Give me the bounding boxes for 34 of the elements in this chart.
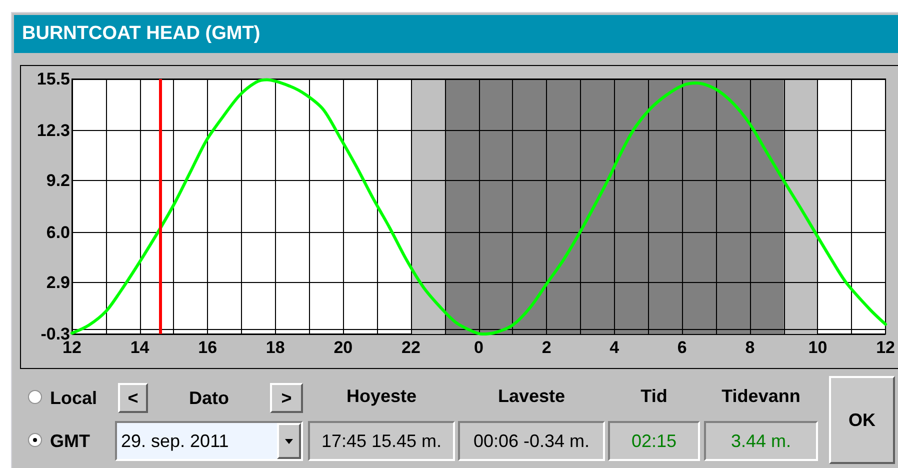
- y-tick-label: 2.9: [46, 272, 70, 292]
- chart-title: BURNTCOAT HEAD (GMT): [22, 23, 260, 45]
- x-tick-label: 20: [334, 338, 353, 357]
- y-tick-label: 6.0: [46, 222, 70, 242]
- x-tick-label: 4: [610, 338, 620, 357]
- text: Dato: [189, 388, 229, 408]
- y-tick-label: 12.3: [36, 121, 70, 140]
- x-tick-label: 8: [745, 338, 755, 357]
- previous-button: <: [118, 383, 148, 413]
- text-field: 17:45 15.45 m.: [308, 421, 455, 461]
- x-tick-label: 18: [266, 338, 285, 357]
- date-dropdown: 29. sep. 2011: [115, 421, 303, 461]
- text: Hoyeste: [346, 386, 417, 406]
- line-series: [70, 78, 888, 336]
- y-tick-label: 9.2: [46, 171, 70, 190]
- text: Tid: [640, 386, 668, 406]
- ok-button: OK: [829, 376, 895, 464]
- x-tick-label: 16: [198, 338, 218, 357]
- x-tick-label: 14: [130, 338, 150, 357]
- text: Local: [50, 388, 98, 408]
- x-tick-label: 12: [876, 338, 896, 357]
- x-tick-label: 2: [542, 338, 552, 357]
- text-field: 00:06 -0.34 m.: [458, 421, 605, 461]
- text: Tidevann: [722, 386, 800, 406]
- next-button: >: [270, 383, 303, 413]
- text: GMT: [50, 430, 90, 452]
- text-field: 02:15: [608, 421, 700, 461]
- y-tick-label: 15.5: [36, 70, 70, 88]
- x-tick-label: 6: [677, 338, 687, 357]
- text: Laveste: [498, 386, 566, 406]
- x-tick-label: 0: [474, 338, 484, 357]
- text-field: 3.44 m.: [704, 421, 818, 461]
- x-tick-label: 22: [402, 338, 420, 357]
- x-tick-label: 10: [808, 338, 828, 357]
